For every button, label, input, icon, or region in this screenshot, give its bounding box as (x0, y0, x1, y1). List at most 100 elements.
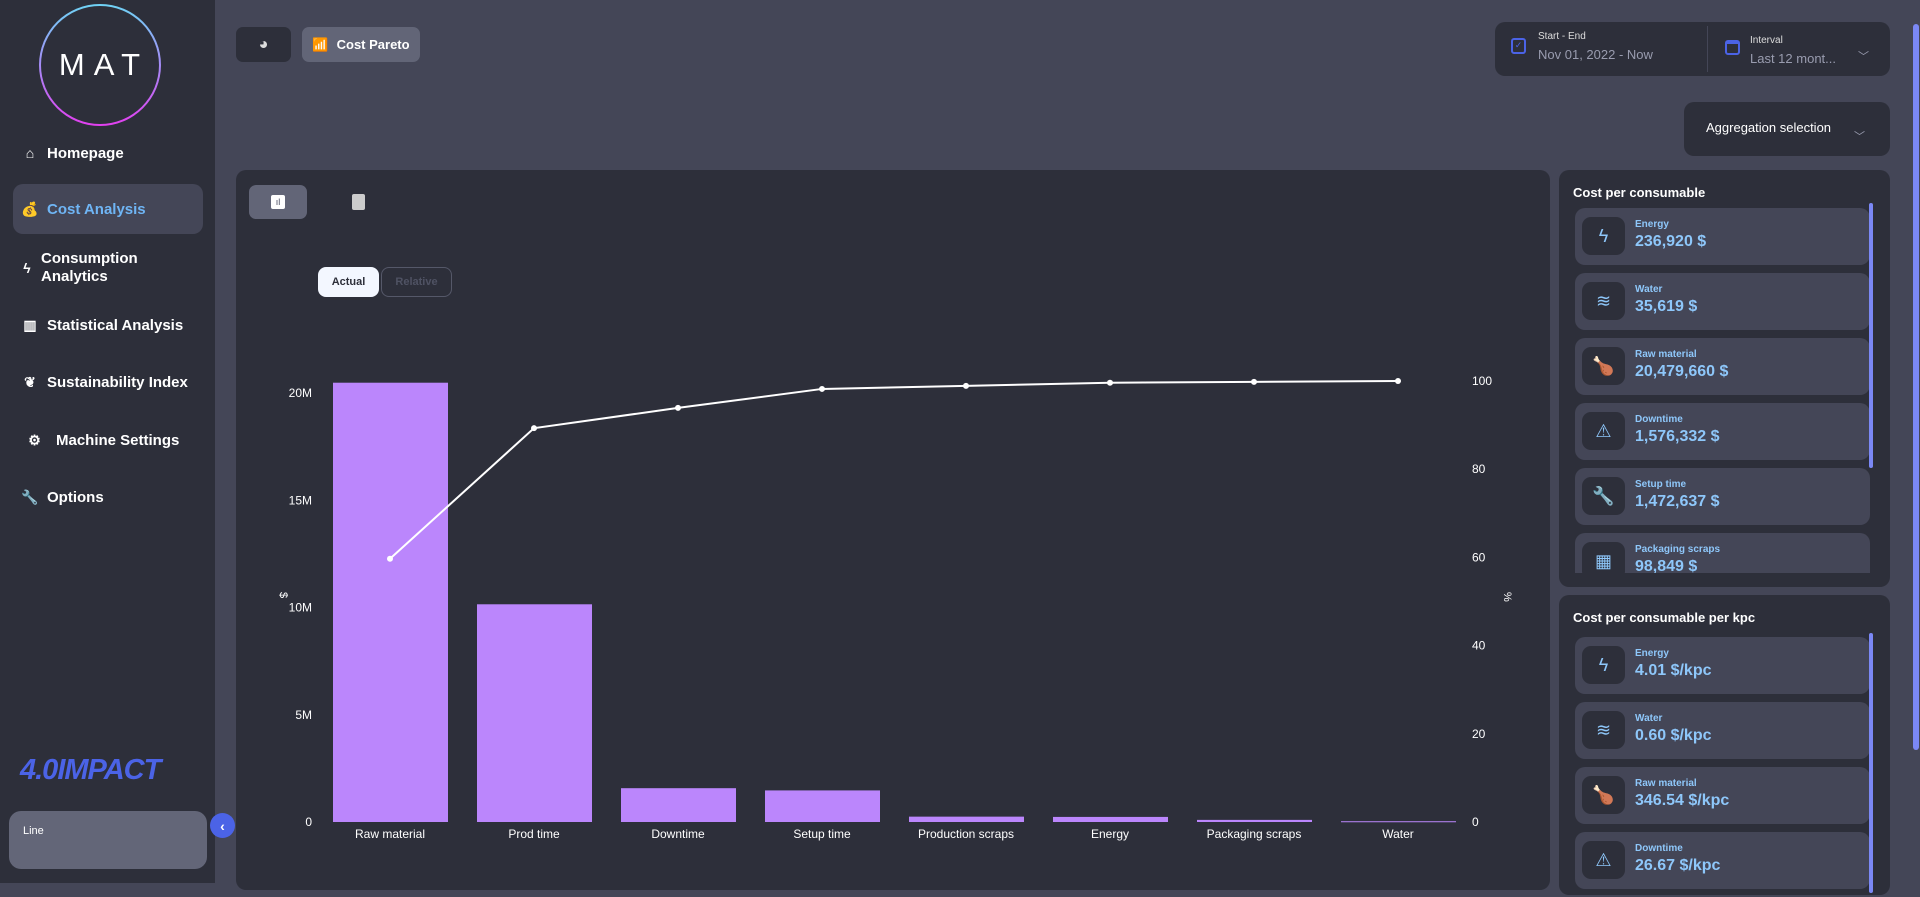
pie-chart-icon: ◕ (258, 35, 269, 53)
sidebar: MAT ⌂ Homepage 💰 Cost Analysis ϟ Consumptio… (0, 0, 215, 883)
warning-icon: ⚠ (1582, 841, 1625, 879)
tab-pie-chart[interactable]: ◕ (236, 27, 291, 62)
card-label: Energy (1635, 648, 1669, 659)
consumable-card: ≋ Water 0.60 $/kpc (1575, 702, 1870, 759)
card-value: 0.60 $/kpc (1635, 727, 1712, 744)
card-value: 1,472,637 $ (1635, 493, 1720, 510)
consumable-card: 🔧 Setup time 1,472,637 $ (1575, 468, 1870, 525)
x-tick-label: Packaging scraps (1207, 827, 1302, 841)
mat-logo: MAT (39, 4, 161, 126)
date-range-picker[interactable]: ✓ Start - End Nov 01, 2022 - Now (1495, 22, 1707, 76)
scrollbar[interactable] (1869, 203, 1873, 468)
tab-bar-chart[interactable]: ıl (249, 185, 307, 219)
y-axis-label: $ (277, 592, 289, 598)
cumulative-point (1107, 379, 1113, 386)
lightning-icon: ϟ (1582, 217, 1625, 255)
box-icon: ▦ (1582, 542, 1625, 573)
wrench-icon: 🔧 (1582, 477, 1625, 515)
y2-tick-label: 60 (1472, 550, 1486, 564)
water-waves-icon: ≋ (1582, 282, 1625, 320)
card-label: Packaging scraps (1635, 544, 1721, 555)
y-tick-label: 20M (289, 386, 312, 400)
relative-toggle[interactable]: Relative (381, 267, 452, 297)
consumable-card: ≋ Water 35,619 $ (1575, 273, 1870, 330)
bar (621, 788, 736, 822)
cost-per-consumable-panel: Cost per consumable ϟ Energy 236,920 $ ≋ Wat… (1559, 170, 1890, 587)
card-label: Downtime (1635, 843, 1683, 854)
actual-toggle[interactable]: Actual (318, 267, 379, 297)
money-bag-icon: 💰 (21, 200, 39, 217)
sidebar-item-statistical-analysis[interactable]: ▥ Statistical Analysis (13, 312, 203, 338)
line-selector[interactable]: Line (9, 811, 207, 869)
wrench-icon: 🔧 (21, 488, 39, 505)
interval-dropdown[interactable]: Interval Last 12 mont... ﹀ (1708, 22, 1890, 76)
card-label: Downtime (1635, 414, 1683, 425)
y2-tick-label: 80 (1472, 462, 1486, 476)
y2-tick-label: 20 (1472, 727, 1486, 741)
card-label: Water (1635, 713, 1663, 724)
cost-per-kpc-panel: Cost per consumable per kpc ϟ Energy 4.01 … (1559, 595, 1890, 895)
card-label: Setup time (1635, 479, 1687, 490)
y2-tick-label: 100 (1472, 374, 1492, 388)
consumable-card: ϟ Energy 4.01 $/kpc (1575, 637, 1870, 694)
y-tick-label: 0 (305, 815, 312, 829)
cumulative-point (675, 404, 681, 411)
home-icon: ⌂ (25, 145, 35, 161)
bar (1053, 816, 1168, 822)
tab-table-view[interactable] (329, 185, 387, 219)
bar (477, 604, 592, 822)
card-label: Water (1635, 284, 1663, 295)
scrollbar[interactable] (1869, 633, 1873, 893)
aggregation-dropdown[interactable]: Aggregation selection ﹀ (1684, 102, 1890, 156)
chevron-down-icon: ﹀ (1854, 131, 1865, 143)
warning-icon: ⚠ (1582, 412, 1625, 450)
cumulative-point (1395, 378, 1401, 384)
water-waves-icon: ≋ (1582, 711, 1625, 749)
sidebar-item-homepage[interactable]: ⌂ Homepage (13, 140, 203, 166)
sidebar-item-consumption-analytics[interactable]: ϟ Consumption Analytics (13, 250, 203, 286)
y-tick-label: 10M (289, 601, 312, 615)
page-scrollbar[interactable] (1913, 24, 1919, 750)
sidebar-item-sustainability-index[interactable]: ❦ Sustainability Index (13, 369, 203, 395)
pareto-chart: Raw material Prod time Downtime Setup time P… (277, 374, 1513, 841)
consumable-card: 🍗 Raw material 346.54 $/kpc (1575, 767, 1870, 824)
sidebar-item-options[interactable]: 🔧 Options (13, 484, 203, 510)
x-tick-label: Raw material (355, 827, 425, 841)
y2-tick-label: 0 (1472, 815, 1479, 829)
chevron-down-icon: ﹀ (1858, 51, 1869, 63)
x-tick-label: Water (1382, 827, 1414, 841)
cumulative-line (389, 380, 1399, 560)
card-value: 20,479,660 $ (1635, 363, 1729, 380)
pareto-chart-icon: 📶 (312, 36, 329, 52)
x-tick-label: Production scraps (918, 827, 1014, 841)
chevron-left-icon: ‹ (220, 817, 225, 834)
cumulative-point (819, 385, 825, 392)
card-value: 1,576,332 $ (1635, 428, 1720, 445)
leaf-icon: ❦ (24, 373, 36, 390)
sidebar-item-machine-settings[interactable]: ⚙ Machine Settings (13, 427, 203, 453)
y2-tick-label: 40 (1472, 639, 1486, 653)
bar (1341, 821, 1456, 823)
divider (1707, 26, 1708, 72)
x-tick-label: Setup time (793, 827, 851, 841)
bar-chart-icon: ıl (271, 195, 285, 209)
card-value: 35,619 $ (1635, 298, 1698, 315)
consumable-card: ▦ Packaging scraps 98,849 $ (1575, 533, 1870, 573)
cumulative-point (531, 425, 537, 432)
sidebar-item-cost-analysis[interactable]: 💰 Cost Analysis (13, 184, 203, 234)
card-value: 26.67 $/kpc (1635, 857, 1721, 874)
cumulative-point (1251, 378, 1257, 385)
consumable-card: 🍗 Raw material 20,479,660 $ (1575, 338, 1870, 395)
consumable-card: ⚠ Downtime 1,576,332 $ (1575, 403, 1870, 460)
date-filter: ✓ Start - End Nov 01, 2022 - Now Interva… (1495, 22, 1890, 76)
collapse-sidebar-button[interactable]: ‹ (210, 813, 235, 838)
x-tick-label: Downtime (651, 827, 705, 841)
consumable-card: ϟ Energy 236,920 $ (1575, 208, 1870, 265)
bar (909, 816, 1024, 822)
cost-per-kpc-list: ϟ Energy 4.01 $/kpc ≋ Water 0.60 $/kpc 🍗 Raw ma… (1559, 637, 1890, 897)
card-value: 236,920 $ (1635, 233, 1707, 250)
calendar-check-icon: ✓ (1511, 38, 1526, 54)
tab-cost-pareto[interactable]: 📶 Cost Pareto (302, 27, 420, 62)
clipboard-icon (351, 194, 365, 210)
card-value: 98,849 $ (1635, 558, 1698, 573)
